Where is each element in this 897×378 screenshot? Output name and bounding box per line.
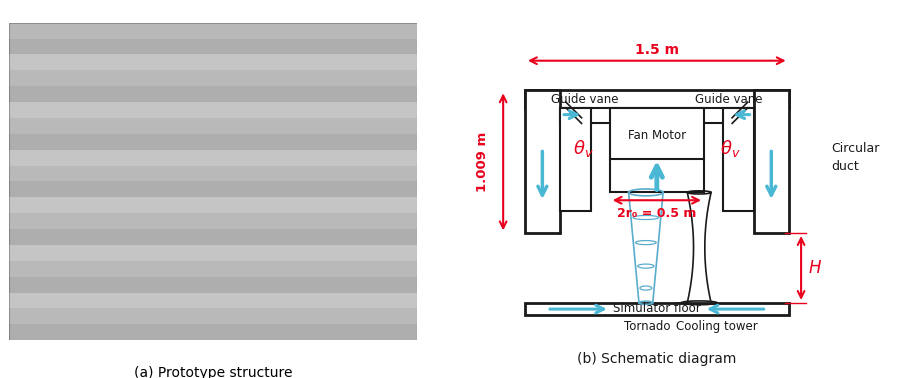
Text: Tornado: Tornado: [624, 321, 671, 333]
Bar: [9, 324, 417, 340]
Bar: [9, 54, 417, 70]
Bar: [9, 39, 417, 54]
Text: H: H: [809, 259, 822, 277]
Bar: [9, 23, 417, 39]
Text: Guide vane: Guide vane: [551, 93, 618, 106]
Bar: [9, 197, 417, 213]
Bar: [9, 277, 417, 293]
Bar: [9, 134, 417, 150]
Bar: [525, 90, 788, 108]
Text: (b) Schematic diagram: (b) Schematic diagram: [577, 352, 736, 366]
Text: $\theta_v$: $\theta_v$: [573, 138, 594, 159]
Bar: [9, 245, 417, 261]
Text: Guide vane: Guide vane: [695, 93, 762, 106]
Bar: [525, 90, 560, 233]
Text: Cooling tower: Cooling tower: [675, 321, 757, 333]
Bar: [754, 90, 788, 233]
Text: Circular
duct: Circular duct: [831, 143, 879, 174]
Bar: [610, 108, 704, 192]
Text: 2r₀ = 0.5 m: 2r₀ = 0.5 m: [617, 208, 697, 220]
Bar: [9, 102, 417, 118]
Bar: [9, 229, 417, 245]
Bar: [723, 108, 754, 211]
Text: 1.009 m: 1.009 m: [476, 132, 489, 192]
Bar: [560, 108, 754, 124]
Text: Fan Motor: Fan Motor: [628, 130, 686, 143]
Bar: [9, 118, 417, 134]
Text: (a) Prototype structure: (a) Prototype structure: [134, 366, 292, 378]
Bar: [9, 181, 417, 197]
Bar: [9, 293, 417, 308]
Bar: [9, 150, 417, 166]
Bar: [9, 86, 417, 102]
Bar: [9, 213, 417, 229]
Text: $\theta_v$: $\theta_v$: [720, 138, 741, 159]
Bar: [9, 70, 417, 86]
Text: 1.5 m: 1.5 m: [635, 43, 679, 57]
Bar: [9, 166, 417, 181]
Text: Simulator floor: Simulator floor: [613, 302, 701, 315]
Bar: [9, 308, 417, 324]
Bar: [525, 303, 788, 315]
Bar: [9, 261, 417, 277]
Bar: [560, 108, 591, 211]
